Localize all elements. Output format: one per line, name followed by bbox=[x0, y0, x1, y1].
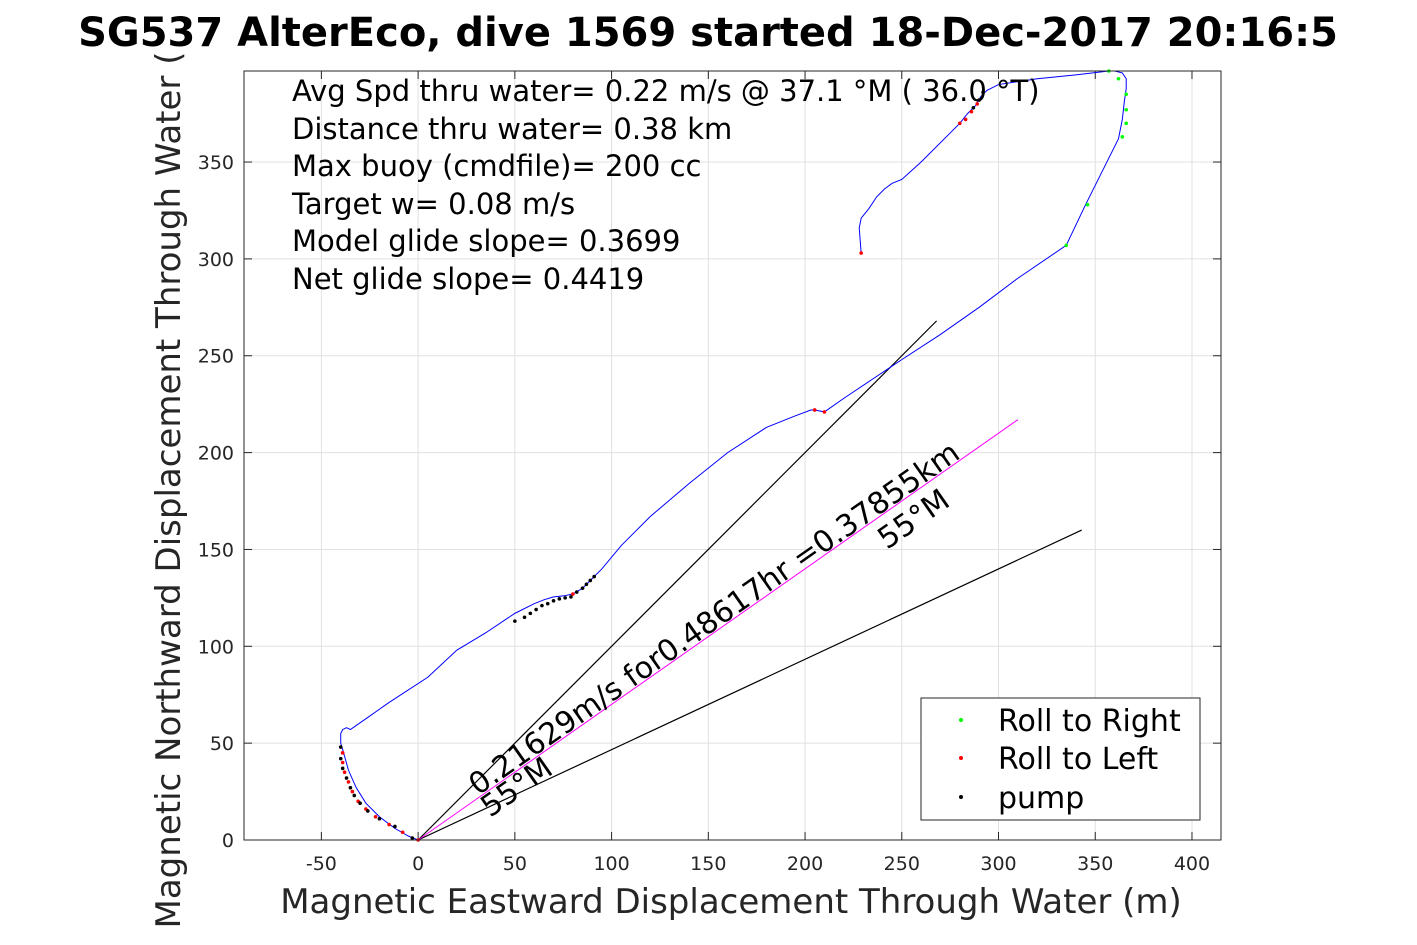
legend-pump-label: pump bbox=[998, 781, 1084, 816]
stat-net-glide-slope: Net glide slope= 0.4419 bbox=[292, 262, 644, 296]
pump-marker bbox=[563, 596, 567, 600]
x-tick-label: 250 bbox=[884, 853, 920, 875]
legend-roll-right-swatch bbox=[959, 718, 963, 722]
x-tick-label: 300 bbox=[980, 853, 1016, 875]
series-net-glide-direction bbox=[417, 419, 1019, 841]
pump-marker bbox=[366, 809, 370, 813]
dive-stats: Avg Spd thru water= 0.22 m/s @ 37.1 °M (… bbox=[291, 74, 1040, 296]
roll-left-marker bbox=[975, 102, 980, 106]
legend: Roll to Right Roll to Left pump bbox=[920, 697, 1201, 821]
marker-layer bbox=[338, 69, 1129, 842]
reference-line-1 bbox=[417, 320, 938, 841]
axis-ticks: -50 0 50 100 150 200 250 300 350 400 0 50 100 150 200 2… bbox=[198, 71, 1221, 875]
roll-left-marker bbox=[963, 117, 968, 122]
roll-left-marker bbox=[350, 789, 355, 794]
stat-max-buoy: Max buoy (cmdfile)= 200 cc bbox=[292, 149, 701, 183]
pump-marker bbox=[358, 801, 362, 805]
y-axis-label: Magnetic Northward Displacement Through … bbox=[149, 52, 189, 929]
legend-pump-swatch bbox=[959, 795, 963, 799]
pump-marker bbox=[340, 766, 345, 771]
pump-marker bbox=[557, 597, 562, 601]
y-tick-label: 50 bbox=[210, 733, 234, 755]
roll-left-marker bbox=[373, 814, 378, 819]
pump-marker bbox=[352, 793, 357, 798]
legend-roll-right-label: Roll to Right bbox=[998, 704, 1181, 739]
roll-left-marker bbox=[822, 410, 827, 414]
reference-line-2 bbox=[417, 529, 1082, 841]
x-axis-label: Magnetic Eastward Displacement Through W… bbox=[280, 882, 1182, 922]
pump-marker bbox=[338, 756, 343, 761]
roll-right-marker bbox=[1085, 202, 1090, 207]
pump-marker bbox=[410, 836, 415, 840]
roll-left-marker bbox=[400, 830, 405, 835]
pump-marker bbox=[588, 578, 593, 583]
pump-marker bbox=[551, 598, 556, 603]
pump-marker bbox=[977, 98, 981, 102]
x-tick-label: 350 bbox=[1077, 853, 1113, 875]
stat-model-glide-slope: Model glide slope= 0.3699 bbox=[292, 224, 680, 258]
y-tick-label: 300 bbox=[198, 249, 234, 271]
pump-marker bbox=[338, 745, 343, 749]
stat-target-w: Target w= 0.08 m/s bbox=[291, 187, 575, 221]
roll-left-marker bbox=[387, 822, 391, 827]
pump-marker bbox=[348, 785, 353, 790]
roll-right-marker bbox=[1116, 76, 1121, 81]
roll-left-marker bbox=[340, 760, 345, 765]
pump-marker bbox=[545, 601, 550, 606]
x-tick-label: -50 bbox=[306, 853, 337, 875]
roll-right-marker bbox=[1124, 92, 1129, 97]
x-tick-label: 50 bbox=[503, 853, 527, 875]
pump-marker bbox=[513, 619, 517, 623]
stat-avg-speed: Avg Spd thru water= 0.22 m/s @ 37.1 °M (… bbox=[292, 74, 1040, 108]
chart-title: SG537 AlterEco, dive 1569 started 18-Dec… bbox=[78, 10, 1338, 56]
y-tick-label: 0 bbox=[222, 830, 234, 852]
roll-left-marker bbox=[342, 770, 347, 775]
pump-marker bbox=[569, 595, 573, 599]
roll-left-marker bbox=[346, 780, 351, 784]
reference-lines bbox=[417, 320, 1082, 841]
pump-marker bbox=[574, 590, 579, 594]
roll-right-marker bbox=[1124, 121, 1129, 126]
roll-left-marker bbox=[958, 121, 962, 126]
pump-marker bbox=[522, 615, 527, 620]
pump-marker bbox=[377, 816, 382, 821]
roll-right-marker bbox=[1064, 243, 1069, 248]
y-tick-label: 100 bbox=[198, 636, 234, 658]
roll-left-marker bbox=[571, 592, 575, 596]
pump-marker bbox=[540, 603, 544, 608]
y-tick-label: 250 bbox=[198, 346, 234, 368]
roll-right-marker bbox=[1120, 135, 1125, 139]
x-tick-label: 400 bbox=[1174, 853, 1210, 875]
y-tick-label: 350 bbox=[198, 152, 234, 174]
legend-roll-left-swatch bbox=[959, 756, 963, 760]
legend-box bbox=[920, 697, 1201, 821]
x-tick-label: 100 bbox=[593, 853, 629, 875]
legend-roll-left-label: Roll to Left bbox=[998, 742, 1158, 777]
stat-distance: Distance thru water= 0.38 km bbox=[292, 112, 732, 146]
y-tick-label: 150 bbox=[198, 539, 234, 561]
y-tick-label: 200 bbox=[198, 443, 234, 465]
x-tick-label: 0 bbox=[412, 853, 424, 875]
roll-left-marker bbox=[812, 408, 817, 412]
x-tick-label: 150 bbox=[690, 853, 726, 875]
roll-left-marker bbox=[969, 109, 974, 114]
pump-marker bbox=[981, 90, 985, 95]
roll-right-marker bbox=[1124, 107, 1129, 112]
pump-marker bbox=[534, 607, 538, 612]
x-tick-label: 200 bbox=[787, 853, 823, 875]
pump-marker bbox=[393, 824, 397, 829]
plot-frame bbox=[243, 70, 1222, 841]
pump-marker bbox=[592, 574, 596, 579]
pump-marker bbox=[584, 582, 589, 587]
roll-left-marker bbox=[859, 251, 863, 255]
pump-marker bbox=[528, 611, 533, 616]
pump-marker bbox=[344, 776, 349, 780]
pump-marker bbox=[580, 586, 585, 590]
pump-marker bbox=[971, 106, 976, 110]
roll-left-marker bbox=[340, 751, 345, 755]
